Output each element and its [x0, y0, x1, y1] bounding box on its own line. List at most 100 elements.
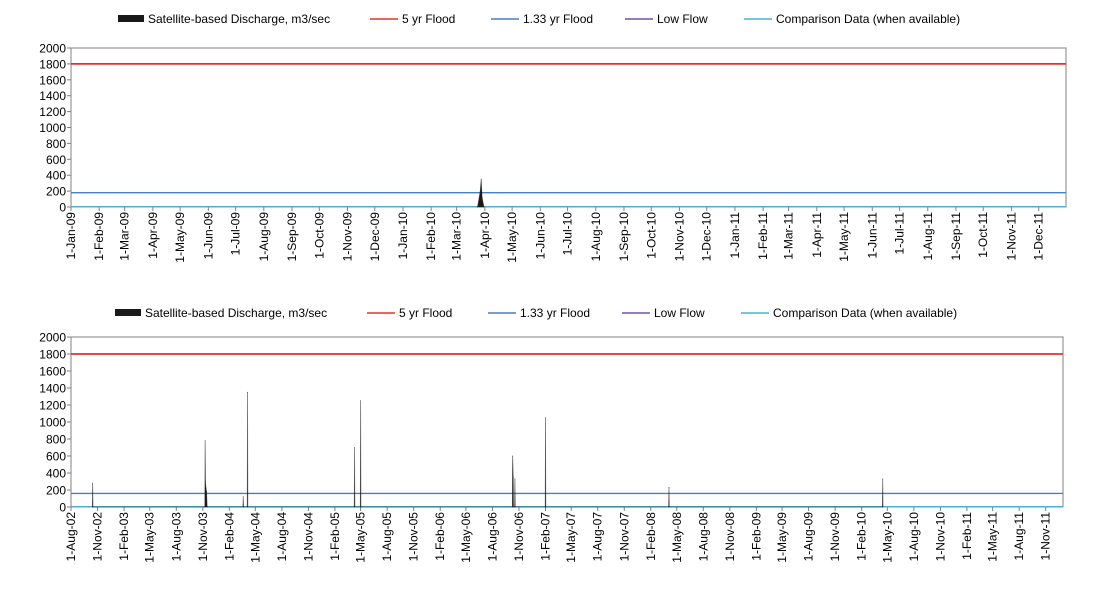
y-tick-label: 200: [46, 185, 66, 199]
y-tick-label: 600: [46, 153, 66, 167]
x-tick-label: 1-May-04: [248, 512, 262, 563]
y-tick-label: 0: [59, 501, 66, 515]
legend-label: 1.33 yr Flood: [520, 306, 590, 320]
discharge-point: [545, 506, 547, 508]
x-tick-label: 1-Aug-05: [380, 512, 394, 562]
discharge-point: [513, 506, 514, 508]
x-tick-label: 1-Feb-11: [960, 512, 974, 560]
x-tick-label: 1-May-09: [173, 212, 187, 263]
discharge-point: [204, 506, 206, 508]
y-tick-label: 600: [46, 450, 66, 464]
x-tick-label: 1-Feb-09: [92, 212, 106, 261]
x-tick-label: 1-Aug-10: [589, 212, 603, 262]
discharge-point: [92, 506, 94, 508]
discharge-point: [882, 478, 884, 480]
x-tick-label: 1-Sep-11: [949, 212, 963, 261]
legend-label: Low Flow: [654, 306, 705, 320]
plot-frame: [70, 336, 1064, 508]
x-tick-label: 1-Aug-02: [64, 512, 78, 562]
discharge-point: [206, 491, 207, 493]
y-tick-label: 0: [59, 201, 66, 215]
discharge-point: [545, 417, 546, 419]
plot-area: 0 200 400 600 800 1000 1200 1400 1600 1800 2000 1-A…: [39, 331, 1064, 563]
x-tick-label: 1-May-11: [986, 512, 1000, 562]
discharge-chart-2009-2011: Satellite-based Discharge, m3/sec 5 yr Fl…: [39, 12, 1067, 263]
discharge-area: [91, 392, 884, 508]
discharge-point: [92, 482, 94, 484]
discharge-point: [514, 478, 516, 480]
y-tick-label: 1400: [39, 382, 66, 396]
y-tick-label: 1800: [39, 348, 66, 362]
y-tick-label: 800: [46, 137, 66, 151]
discharge-point: [91, 506, 93, 508]
legend-item: Comparison Data (when available): [744, 12, 960, 26]
x-tick-label: 1-Oct-09: [312, 212, 326, 259]
x-tick-label: 1-Dec-11: [1032, 212, 1046, 261]
legend: Satellite-based Discharge, m3/sec 5 yr Fl…: [115, 306, 957, 320]
x-tick-label: 1-May-06: [459, 512, 473, 563]
x-tick-label: 1-Nov-10: [672, 212, 686, 262]
x-tick-label: 1-Jun-10: [533, 212, 547, 260]
x-tick-label: 1-Feb-05: [328, 512, 342, 561]
x-tick-label: 1-Jan-09: [64, 212, 78, 260]
legend-item: Satellite-based Discharge, m3/sec: [115, 306, 327, 320]
y-tick-label: 1000: [39, 121, 66, 135]
x-tick-label: 1-Aug-08: [696, 512, 710, 562]
plot-frame: [70, 47, 1067, 208]
x-tick-label: 1-Feb-03: [117, 512, 131, 561]
x-tick-label: 1-May-07: [564, 512, 578, 563]
discharge-point: [205, 487, 207, 489]
discharge-point: [242, 496, 244, 498]
x-tick-label: 1-Feb-06: [433, 512, 447, 561]
x-tick-label: 1-Nov-11: [1004, 212, 1018, 261]
x-tick-label: 1-May-08: [670, 512, 684, 563]
discharge-area: [477, 179, 485, 208]
legend: Satellite-based Discharge, m3/sec 5 yr Fl…: [118, 12, 960, 26]
legend-item: 1.33 yr Flood: [488, 306, 590, 320]
x-tick-label: 1-Mar-10: [450, 212, 464, 261]
y-tick-label: 1000: [39, 416, 66, 430]
discharge-point: [246, 506, 248, 508]
x-tick-label: 1-Jul-09: [229, 212, 243, 256]
discharge-point: [514, 506, 516, 508]
legend-item: 5 yr Flood: [367, 306, 452, 320]
x-tick-label: 1-Nov-05: [407, 512, 421, 562]
discharge-point: [512, 455, 514, 457]
x-tick-label: 1-May-05: [354, 512, 368, 563]
discharge-point: [359, 506, 361, 508]
discharge-point: [882, 506, 884, 508]
x-tick-label: 1-Nov-07: [617, 512, 631, 562]
x-tick-label: 1-Mar-09: [118, 212, 132, 261]
legend-swatch-discharge: [115, 309, 141, 316]
y-tick-label: 800: [46, 433, 66, 447]
discharge-point: [511, 506, 513, 508]
x-tick-label: 1-May-03: [143, 512, 157, 563]
legend-label: Comparison Data (when available): [776, 12, 960, 26]
x-tick-label: 1-Jul-10: [561, 212, 575, 256]
discharge-point: [354, 447, 355, 448]
x-tick-label: 1-Dec-09: [368, 212, 382, 262]
discharge-point: [247, 391, 248, 393]
x-tick-label: 1-Jan-11: [728, 212, 742, 259]
legend-label: Low Flow: [657, 12, 708, 26]
discharge-point: [479, 190, 481, 192]
discharge-point: [477, 206, 478, 208]
x-tick-label: 1-May-10: [880, 512, 894, 563]
legend-item: Low Flow: [622, 306, 705, 320]
x-tick-label: 1-Aug-09: [802, 512, 816, 562]
x-tick-label: 1-Feb-10: [424, 212, 438, 261]
x-tick-label: 1-Feb-09: [749, 512, 763, 561]
y-tick-label: 200: [46, 484, 66, 498]
x-tick-label: 1-Aug-11: [921, 212, 935, 261]
x-tick-label: 1-Sep-10: [617, 212, 631, 262]
discharge-point: [354, 506, 356, 508]
legend-swatch-discharge: [118, 15, 144, 22]
discharge-point: [481, 197, 483, 198]
legend-label: 1.33 yr Flood: [523, 12, 593, 26]
discharge-point: [242, 506, 244, 508]
discharge-point: [668, 487, 670, 488]
y-tick-label: 1200: [39, 105, 66, 119]
x-tick-label: 1-Aug-09: [257, 212, 271, 262]
x-tick-label: 1-Apr-11: [810, 212, 824, 258]
x-tick-label: 1-May-11: [837, 212, 851, 262]
